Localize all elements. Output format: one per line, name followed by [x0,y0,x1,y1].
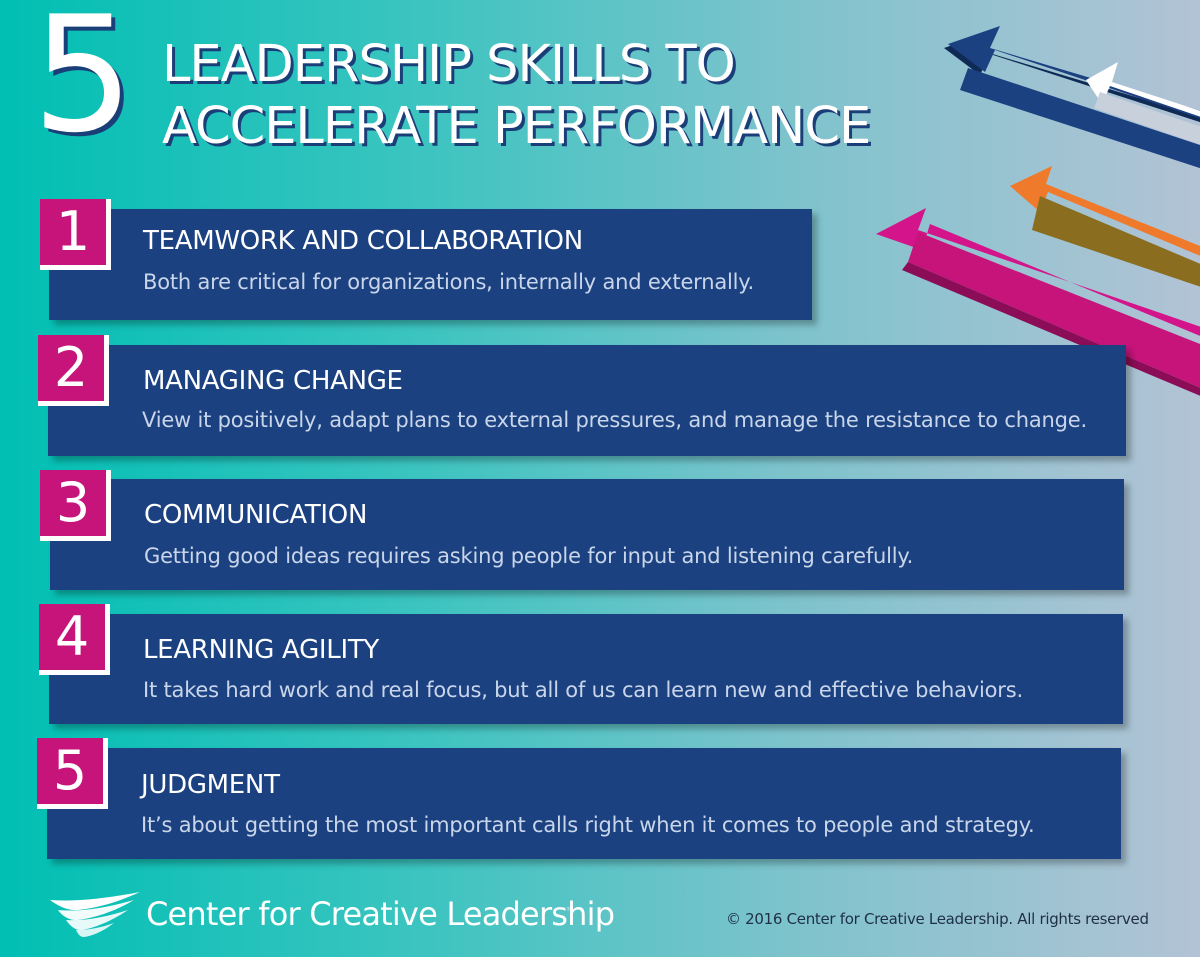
skill-panel [49,209,812,320]
arrow-icon [1086,62,1200,145]
skill-title: LEARNING AGILITY [143,635,380,665]
skill-panel [50,479,1124,590]
skill-panel [49,614,1123,724]
skill-number-badge: 2 [38,335,109,406]
skill-title: TEAMWORK AND COLLABORATION [143,226,583,256]
skill-number-badge: 3 [40,470,111,541]
header-number: 5 [32,0,134,168]
skill-number-badge: 4 [39,604,110,675]
arrow-icon [944,26,1200,169]
title-line-1: LEADERSHIP SKILLS TO [162,35,736,94]
skill-description: Getting good ideas requires asking peopl… [144,544,914,568]
skill-title: COMMUNICATION [144,500,368,530]
skill-number-badge: 5 [37,738,108,809]
page-title: LEADERSHIP SKILLS TO ACCELERATE PERFORMA… [162,34,922,158]
trademark-mark: ™ [566,906,574,915]
skill-description: Both are critical for organizations, int… [143,270,754,294]
skill-description: View it positively, adapt plans to exter… [142,408,1087,432]
skill-title: MANAGING CHANGE [143,366,403,396]
skill-number-badge: 1 [40,199,111,270]
ccl-logo-icon [50,892,140,937]
arrow-icon [1010,166,1200,287]
skill-description: It’s about getting the most important ca… [141,813,1035,837]
brand-name: Center for Creative Leadership [146,895,615,933]
skill-description: It takes hard work and real focus, but a… [143,678,1023,702]
copyright-text: © 2016 Center for Creative Leadership. A… [726,910,1149,928]
title-line-2: ACCELERATE PERFORMANCE [162,97,871,156]
skill-panel [48,345,1126,456]
skill-panel [47,748,1121,859]
skill-title: JUDGMENT [141,770,280,800]
